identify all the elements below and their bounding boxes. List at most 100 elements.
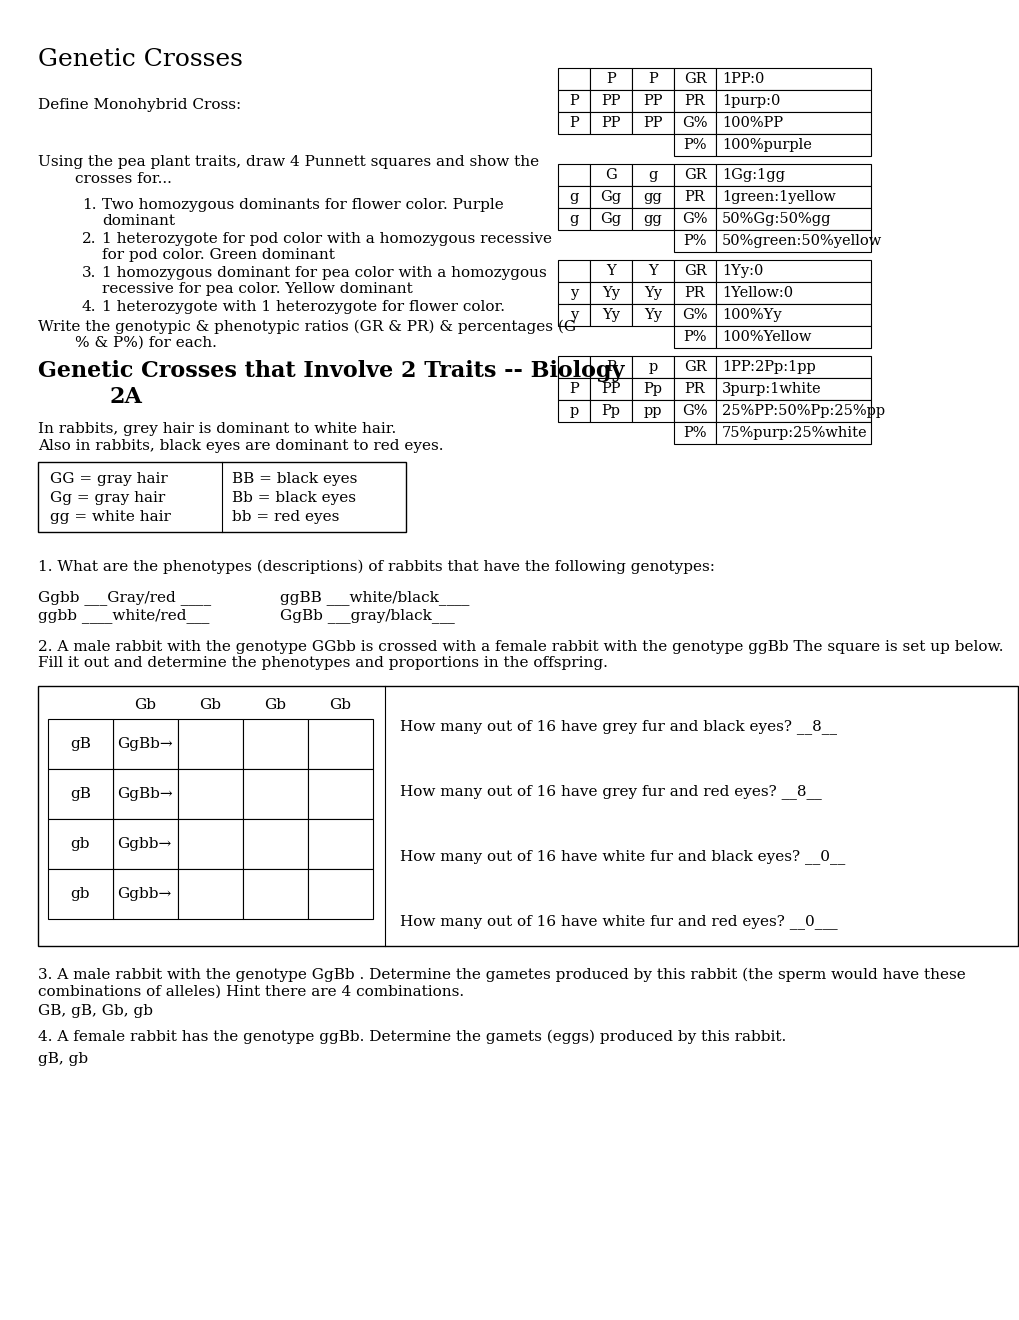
Text: gb: gb [70, 887, 90, 902]
Bar [557, 209, 589, 230]
Text: bb = red eyes: bb = red eyes [231, 510, 339, 524]
Text: P: P [569, 381, 579, 396]
Text: p: p [569, 404, 578, 418]
Bar [589, 400, 632, 422]
Text: PP: PP [643, 116, 662, 129]
Bar [674, 378, 715, 400]
Bar [113, 770, 178, 818]
Text: crosses for...: crosses for... [75, 172, 172, 186]
Text: Two homozygous dominants for flower color. Purple: Two homozygous dominants for flower colo… [102, 198, 503, 213]
Bar [38, 462, 406, 532]
Text: 1PP:2Pp:1pp: 1PP:2Pp:1pp [721, 360, 815, 374]
Bar [632, 164, 674, 186]
Bar [38, 686, 1017, 946]
Text: GG = gray hair: GG = gray hair [50, 473, 167, 486]
Bar [308, 719, 373, 770]
Bar [178, 869, 243, 919]
Text: ggBB ___white/black____: ggBB ___white/black____ [280, 590, 469, 605]
Text: 100%Yy: 100%Yy [721, 308, 781, 322]
Text: Using the pea plant traits, draw 4 Punnett squares and show the: Using the pea plant traits, draw 4 Punne… [38, 154, 539, 169]
Bar [674, 164, 715, 186]
Text: P%: P% [683, 426, 706, 440]
Bar [674, 90, 715, 112]
Bar [632, 260, 674, 282]
Bar [589, 164, 632, 186]
Bar [243, 719, 308, 770]
Bar [632, 209, 674, 230]
Bar [178, 719, 243, 770]
Text: PR: PR [684, 94, 704, 108]
Text: 3purp:1white: 3purp:1white [721, 381, 821, 396]
Bar [632, 304, 674, 326]
Bar [48, 818, 113, 869]
Bar [48, 869, 113, 919]
Bar [557, 186, 589, 209]
Bar [557, 69, 589, 90]
Bar [715, 209, 870, 230]
Text: G%: G% [682, 404, 707, 418]
Bar [715, 230, 870, 252]
Bar [632, 378, 674, 400]
Text: gb: gb [70, 837, 90, 851]
Bar [632, 90, 674, 112]
Text: 1 homozygous dominant for pea color with a homozygous: 1 homozygous dominant for pea color with… [102, 267, 546, 280]
Bar [113, 818, 178, 869]
Text: GB, gB, Gb, gb: GB, gB, Gb, gb [38, 1005, 153, 1018]
Text: 75%purp:25%white: 75%purp:25%white [721, 426, 867, 440]
Text: Yy: Yy [601, 308, 620, 322]
Text: 4.: 4. [82, 300, 97, 314]
Text: Ggbb→: Ggbb→ [117, 887, 171, 902]
Text: GgBb ___gray/black___: GgBb ___gray/black___ [280, 609, 454, 623]
Text: 1 heterozygote for pod color with a homozygous recessive: 1 heterozygote for pod color with a homo… [102, 232, 551, 246]
Text: Gb: Gb [264, 698, 286, 711]
Text: 50%green:50%yellow: 50%green:50%yellow [721, 234, 881, 248]
Bar [589, 69, 632, 90]
Bar [589, 356, 632, 378]
Text: PP: PP [643, 94, 662, 108]
Bar [632, 400, 674, 422]
Text: pp: pp [643, 404, 661, 418]
Bar [674, 282, 715, 304]
Text: BB = black eyes: BB = black eyes [231, 473, 357, 486]
Bar [557, 400, 589, 422]
Text: G%: G% [682, 116, 707, 129]
Text: GR: GR [683, 264, 705, 279]
Bar [632, 186, 674, 209]
Text: recessive for pea color. Yellow dominant: recessive for pea color. Yellow dominant [102, 282, 413, 296]
Text: How many out of 16 have grey fur and red eyes? __8__: How many out of 16 have grey fur and red… [399, 784, 821, 799]
Text: P%: P% [683, 234, 706, 248]
Text: Bb = black eyes: Bb = black eyes [231, 491, 356, 506]
Text: PP: PP [600, 116, 621, 129]
Text: P: P [605, 73, 615, 86]
Text: Define Monohybrid Cross:: Define Monohybrid Cross: [38, 98, 242, 112]
Text: GgBb→: GgBb→ [117, 787, 172, 801]
Bar [557, 164, 589, 186]
Text: 2A: 2A [110, 385, 143, 408]
Text: GR: GR [683, 168, 705, 182]
Text: How many out of 16 have grey fur and black eyes? __8__: How many out of 16 have grey fur and bla… [399, 719, 837, 734]
Text: P: P [569, 94, 579, 108]
Text: Y: Y [605, 264, 615, 279]
Text: Also in rabbits, black eyes are dominant to red eyes.: Also in rabbits, black eyes are dominant… [38, 440, 443, 453]
Bar [674, 112, 715, 135]
Text: 50%Gg:50%gg: 50%Gg:50%gg [721, 213, 830, 226]
Bar [589, 90, 632, 112]
Text: gg: gg [643, 213, 661, 226]
Text: Gg: Gg [600, 213, 621, 226]
Text: GR: GR [683, 360, 705, 374]
Bar [674, 260, 715, 282]
Bar [715, 260, 870, 282]
Bar [674, 356, 715, 378]
Text: ggbb ____white/red___: ggbb ____white/red___ [38, 609, 209, 623]
Text: % & P%) for each.: % & P%) for each. [75, 337, 217, 350]
Bar [715, 422, 870, 444]
Bar [589, 186, 632, 209]
Text: 3. A male rabbit with the genotype GgBb . Determine the gametes produced by this: 3. A male rabbit with the genotype GgBb … [38, 968, 965, 999]
Bar [715, 69, 870, 90]
Text: Gg = gray hair: Gg = gray hair [50, 491, 165, 506]
Bar [48, 770, 113, 818]
Bar [589, 304, 632, 326]
Bar [674, 400, 715, 422]
Bar [715, 186, 870, 209]
Text: Genetic Crosses: Genetic Crosses [38, 48, 243, 71]
